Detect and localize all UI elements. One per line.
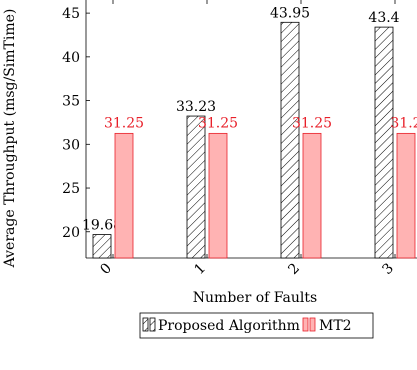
data-label-proposed-algorithm: 43.4: [368, 10, 399, 26]
x-axis-title: Number of Faults: [193, 290, 317, 306]
legend-label-mt2: MT2: [319, 318, 352, 334]
bar-proposed-algorithm: [280, 21, 300, 259]
x-tick-label: 3: [379, 260, 397, 278]
y-tick-label: 20: [62, 225, 80, 241]
legend-swatch-mt2-2: [309, 317, 316, 332]
y-axis-title: Average Throughput (msg/SimTime): [2, 9, 18, 269]
legend-swatch-mt2: [302, 317, 309, 332]
bar-proposed-algorithm: [374, 26, 394, 259]
data-label-mt2: 31.2: [390, 115, 417, 131]
data-label-proposed-algorithm: 19.68: [82, 218, 122, 234]
data-label-mt2: 31.25: [292, 115, 332, 131]
legend-swatch-proposed-algorithm: [142, 317, 149, 332]
data-label-proposed-algorithm: 33.23: [176, 99, 216, 115]
legend-swatch-proposed-algorithm-2: [149, 317, 156, 332]
data-label-mt2: 31.25: [198, 115, 238, 131]
x-tick-label: 0: [97, 260, 115, 278]
y-tick-label: 35: [62, 94, 80, 110]
bar-proposed-algorithm: [92, 234, 112, 259]
legend-label-proposed-algorithm: Proposed Algorithm: [158, 318, 300, 334]
y-tick-label: 45: [62, 6, 80, 22]
bar-mt2: [208, 132, 228, 259]
legend: Proposed Algorithm MT2: [139, 312, 374, 339]
data-label-proposed-algorithm: 43.95: [270, 5, 310, 21]
x-tick-label: 1: [191, 260, 209, 278]
bar-mt2: [302, 132, 322, 259]
bar-mt2: [396, 132, 416, 259]
y-tick-label: 25: [62, 181, 80, 197]
y-tick-label: 30: [62, 137, 80, 153]
data-label-mt2: 31.25: [104, 115, 144, 131]
bar-proposed-algorithm: [186, 115, 206, 259]
x-tick-label: 2: [285, 260, 303, 278]
legend-box: [139, 312, 374, 339]
bar-mt2: [114, 132, 134, 259]
y-tick-label: 40: [62, 50, 80, 66]
